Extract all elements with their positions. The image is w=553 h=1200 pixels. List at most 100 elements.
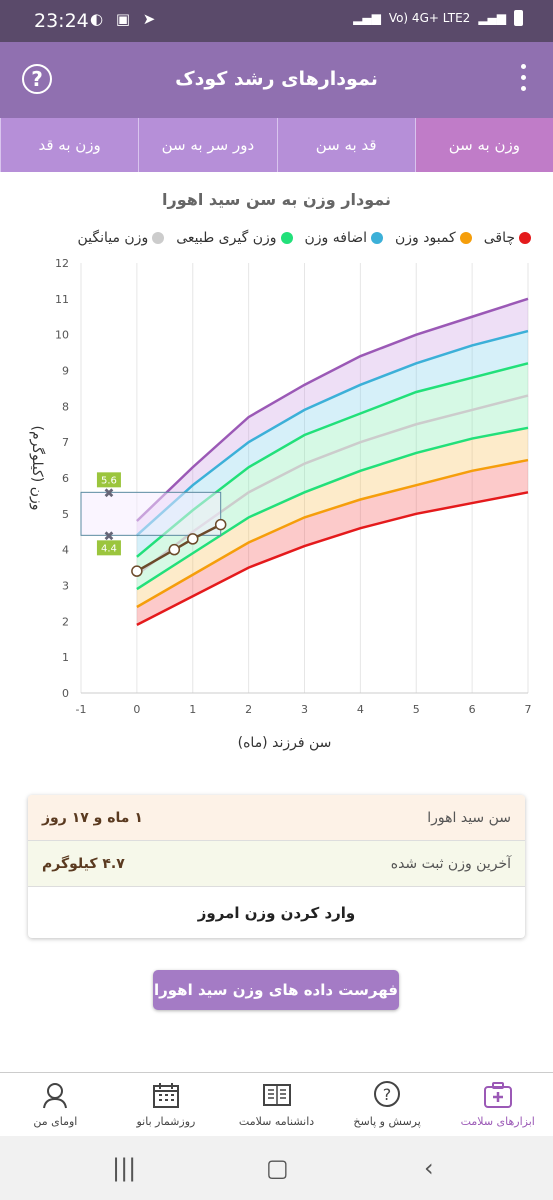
range-marker: ✖: [103, 529, 114, 544]
medkit-icon: [483, 1082, 512, 1108]
legend-item[interactable]: چاقی: [484, 230, 531, 246]
legend-label: اضافه وزن: [304, 230, 368, 246]
y-tick-label: 8: [62, 400, 69, 413]
nav-health-tools[interactable]: ابزارهای سلامت: [442, 1073, 553, 1137]
profile-icon: [43, 1083, 68, 1109]
tab-height-for-age[interactable]: قد به سن: [276, 118, 415, 172]
legend-dot: [280, 232, 293, 244]
app-title: نمودارهای رشد کودک: [175, 68, 378, 90]
nav-label: پرسش و پاسخ: [353, 1115, 421, 1128]
child-weight-point: [214, 518, 227, 531]
enter-weight-button[interactable]: وارد کردن وزن امروز: [197, 903, 356, 922]
nav-calendar[interactable]: روزشمار بانو: [111, 1073, 222, 1137]
help-icon[interactable]: ?: [22, 64, 52, 94]
y-tick-label: 11: [55, 293, 69, 306]
bottom-nav: ابزارهای سلامت ? پرسش و پاسخ دانشنامه سل…: [0, 1072, 553, 1137]
tab-weight-for-age[interactable]: وزن به سن: [414, 118, 553, 172]
legend-item[interactable]: وزن گیری طبیعی: [176, 230, 293, 246]
x-tick-label: 0: [133, 703, 140, 716]
age-label: سن سید اهورا: [427, 809, 511, 826]
recent-apps-icon[interactable]: |||: [112, 1154, 137, 1182]
signal-icon-2: ▂▄▆: [478, 11, 506, 25]
y-tick-label: 3: [62, 580, 69, 593]
series-line: [136, 297, 529, 522]
y-tick-label: 5: [62, 508, 69, 521]
x-tick-label: 6: [469, 703, 476, 716]
y-tick-label: 10: [55, 329, 69, 342]
legend-label: وزن میانگین: [77, 230, 149, 246]
x-tick-label: 7: [525, 703, 532, 716]
range-low-label: 4.4: [101, 543, 117, 554]
range-marker: ✖: [103, 486, 114, 501]
x-tick-label: 1: [189, 703, 196, 716]
chart-tabs: وزن به سن قد به سن دور سر به سن وزن به ق…: [0, 118, 553, 172]
app-bar: ? نمودارهای رشد کودک: [0, 42, 553, 118]
x-axis-label: سن فرزند (ماه): [238, 735, 332, 751]
series-line: [136, 491, 529, 627]
chart-title: نمودار وزن به سن سید اهورا: [162, 190, 391, 209]
nav-label: دانشنامه سلامت: [238, 1115, 315, 1128]
legend-label: چاقی: [483, 230, 515, 246]
svg-text:?: ?: [383, 1085, 392, 1104]
question-bubble-icon: ?: [374, 1081, 401, 1107]
range-low-label-bg: [96, 540, 121, 556]
weight-row: آخرین وزن ثبت شده ۴.۷ کیلوگرم: [28, 841, 525, 887]
nav-qa[interactable]: ? پرسش و پاسخ: [332, 1073, 443, 1137]
y-tick-label: 6: [62, 472, 69, 485]
weight-list-button[interactable]: فهرست داده های وزن سید اهورا: [153, 970, 399, 1010]
encyclopedia-icon: [262, 1084, 291, 1106]
network-label: Vo) 4G+ LTE2: [388, 11, 471, 25]
series-line: [136, 458, 529, 609]
legend-item[interactable]: اضافه وزن: [305, 230, 384, 246]
y-tick-label: 1: [62, 651, 69, 664]
range-high-label: 5.6: [101, 475, 117, 486]
weight-value: ۴.۷ کیلوگرم: [42, 855, 125, 872]
x-tick-label: 3: [301, 703, 308, 716]
band-area: [136, 460, 528, 625]
band-area: [136, 427, 528, 607]
range-high-label-bg: [96, 472, 121, 488]
battery-icon: [514, 10, 523, 26]
x-tick-label: -1: [76, 703, 87, 716]
legend-label: وزن گیری طبیعی: [176, 230, 277, 246]
tab-weight-for-height[interactable]: وزن به قد: [0, 118, 138, 172]
tab-head-for-age[interactable]: دور سر به سن: [138, 118, 276, 172]
system-nav-bar: ||| ▢ ‹: [0, 1136, 553, 1200]
back-icon[interactable]: ‹: [424, 1154, 434, 1182]
y-tick-label: 12: [55, 257, 69, 270]
series-line: [136, 426, 529, 591]
signal-icon: ▂▄▆: [353, 11, 381, 25]
band-area: [136, 363, 528, 575]
child-weight-point: [168, 543, 181, 556]
home-icon[interactable]: ▢: [266, 1154, 289, 1182]
age-row: سن سید اهورا ۱ ماه و ۱۷ روز: [28, 795, 525, 841]
legend-dot: [519, 232, 531, 244]
nav-label: اومای من: [33, 1115, 78, 1128]
x-tick-label: 4: [357, 703, 364, 716]
more-menu-icon[interactable]: [521, 64, 527, 97]
y-tick-label: 0: [62, 687, 69, 700]
status-time: 23:24: [34, 10, 89, 32]
y-tick-label: 7: [62, 436, 69, 449]
status-right: ▂▄▆ Vo) 4G+ LTE2 ▂▄▆: [353, 10, 523, 26]
nav-label: ابزارهای سلامت: [460, 1115, 535, 1128]
calendar-icon: [152, 1083, 179, 1108]
nav-label: روزشمار بانو: [136, 1115, 196, 1128]
legend-item[interactable]: کمبود وزن: [395, 230, 472, 246]
nav-encyclopedia[interactable]: دانشنامه سلامت: [221, 1073, 332, 1137]
x-tick-label: 5: [413, 703, 420, 716]
legend-dot: [152, 232, 165, 244]
series-line: [136, 329, 529, 537]
y-axis-label: وزن (کیلوگرم): [29, 426, 46, 511]
legend-item[interactable]: وزن میانگین: [77, 230, 165, 246]
info-card: سن سید اهورا ۱ ماه و ۱۷ روز آخرین وزن ثب…: [28, 795, 525, 938]
legend-dot: [459, 232, 472, 244]
nav-profile[interactable]: اومای من: [0, 1073, 111, 1137]
child-weight-line: [136, 523, 222, 573]
band-area: [136, 395, 528, 590]
chart-legend: چاقی کمبود وزن اضافه وزن وزن گیری طبیعی …: [77, 230, 531, 246]
range-box: [80, 491, 222, 536]
y-tick-label: 9: [62, 365, 69, 378]
legend-dot: [371, 232, 384, 244]
child-weight-point: [187, 533, 199, 545]
